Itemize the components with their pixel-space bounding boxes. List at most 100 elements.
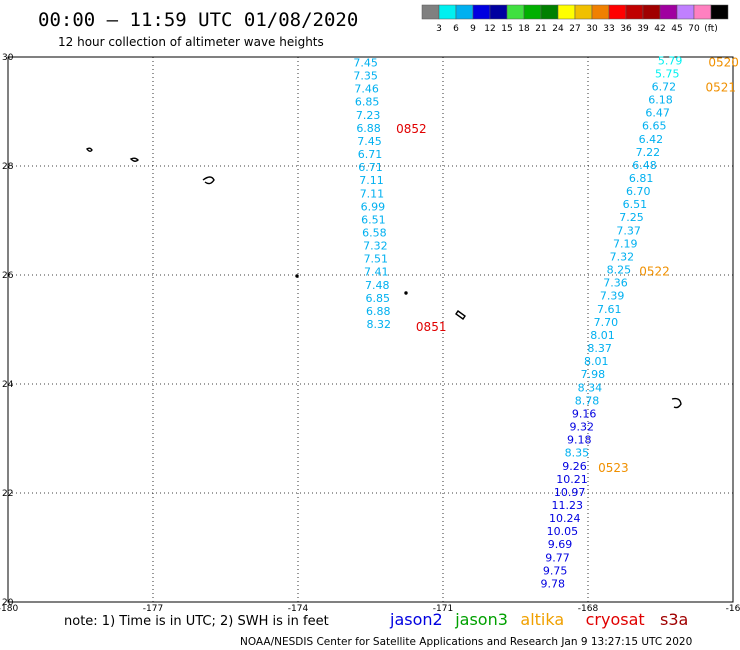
scale-swatch [693, 4, 712, 20]
pass-time-label: 0852 [396, 122, 427, 136]
map-frame [7, 56, 734, 603]
island-shape [202, 176, 215, 185]
wave-height-value: 6.85 [366, 292, 391, 305]
y-tick-label: 20 [2, 598, 14, 608]
wave-height-value: 7.61 [597, 303, 622, 316]
pass-time-label: 0521 [705, 81, 736, 95]
page-subtitle: 12 hour collection of altimeter wave hei… [58, 35, 324, 49]
wave-height-value: 5.75 [655, 67, 680, 80]
wave-height-value: 9.78 [540, 577, 565, 590]
scale-swatch [676, 4, 695, 20]
wave-height-value: 6.51 [361, 213, 386, 226]
y-tick-label: 26 [2, 271, 14, 281]
wave-height-value: 6.81 [629, 172, 654, 185]
wave-height-value: 7.46 [354, 83, 379, 96]
y-tick-label: 28 [2, 162, 14, 172]
pass-time-label: 0520 [708, 55, 739, 69]
x-tick-label: -171 [433, 604, 453, 614]
wave-height-value: 6.18 [648, 94, 673, 107]
footer-note: note: 1) Time is in UTC; 2) SWH is in fe… [64, 614, 329, 629]
island-shape [129, 157, 139, 162]
wave-height-value: 10.24 [549, 512, 581, 525]
wave-height-value: 7.11 [360, 187, 385, 200]
wave-height-value: 10.21 [556, 473, 588, 486]
color-scale: 3 6 9 12 15 18 21 24 27 30 33 36 39 42 45 70 (ft) [421, 4, 729, 34]
scale-swatch [489, 4, 508, 20]
wave-height-value: 8.25 [607, 264, 632, 277]
scale-label: 30 [586, 24, 598, 34]
wave-height-value: 7.23 [356, 109, 381, 122]
scale-label: 39 [637, 24, 649, 34]
scale-label: 70 [688, 24, 700, 34]
wave-height-value: 6.48 [632, 159, 657, 172]
wave-height-value: 7.48 [365, 279, 390, 292]
wave-height-value: 8.01 [590, 329, 615, 342]
scale-swatch [421, 4, 440, 20]
wave-height-value: 7.35 [353, 70, 378, 83]
wave-height-value: 8.34 [578, 381, 603, 394]
wave-height-value: 7.22 [636, 146, 661, 159]
pass-time-label: 0522 [639, 265, 670, 279]
wave-height-value: 6.42 [639, 133, 664, 146]
wave-height-value: 5.79 [658, 54, 683, 67]
wave-height-value: 7.45 [353, 56, 378, 69]
wave-height-value: 6.85 [355, 96, 380, 109]
legend-altika: altika [520, 610, 564, 629]
wave-height-value: 9.77 [545, 551, 570, 564]
wave-height-value: 9.26 [562, 460, 587, 473]
scale-label: 24 [552, 24, 564, 34]
scale-label: 6 [453, 24, 459, 34]
wave-height-value: 7.98 [581, 368, 606, 381]
scale-label: 15 [501, 24, 512, 34]
scale-label: 3 [436, 24, 442, 34]
scale-swatch [642, 4, 661, 20]
y-tick-label: 30 [2, 53, 14, 63]
scale-swatch [574, 4, 593, 20]
wave-height-value: 7.36 [603, 277, 628, 290]
footer-credit: NOAA/NESDIS Center for Satellite Applica… [240, 636, 692, 648]
wave-height-value: 7.25 [619, 211, 644, 224]
scale-swatch [591, 4, 610, 20]
x-tick-label: -180 [0, 604, 18, 614]
scale-swatch [608, 4, 627, 20]
wave-height-value: 8.32 [366, 318, 391, 331]
scale-label: 12 [484, 24, 495, 34]
scale-swatch [625, 4, 644, 20]
scale-label: 42 [654, 24, 665, 34]
y-tick-label: 22 [2, 489, 13, 499]
scale-swatch [557, 4, 576, 20]
wave-height-value: 10.05 [547, 525, 579, 538]
x-tick-label: -177 [143, 604, 163, 614]
wave-height-labels: 7.457.357.466.857.236.887.456.716.717.11… [353, 54, 682, 590]
scale-label: 21 [535, 24, 546, 34]
x-tick-label: -168 [578, 604, 599, 614]
wave-height-value: 7.39 [600, 290, 625, 303]
scale-label: 45 [671, 24, 682, 34]
wave-height-value: 8.78 [575, 394, 600, 407]
pass-time-label: 0523 [598, 461, 629, 475]
island-dot [404, 291, 408, 295]
wave-height-value: 7.37 [616, 224, 641, 237]
wave-height-value: 6.88 [366, 305, 391, 318]
wave-height-value: 7.11 [359, 174, 384, 187]
pass-time-label: 0851 [416, 320, 447, 334]
wave-height-value: 8.01 [584, 355, 609, 368]
wave-height-value: 7.41 [364, 266, 389, 279]
wave-height-value: 9.16 [572, 407, 597, 420]
axis-labels: -180 -177 -174 -171 -168 -16 30 28 26 24 22 20 [0, 53, 740, 614]
wave-height-value: 6.99 [361, 200, 386, 213]
wave-height-value: 6.72 [652, 80, 677, 93]
wave-height-value: 8.35 [565, 447, 590, 460]
wave-height-value: 6.47 [645, 107, 670, 120]
scale-label: 33 [603, 24, 614, 34]
scale-swatch [438, 4, 457, 20]
legend-jason2: jason2 [389, 610, 443, 629]
wave-height-value: 7.32 [363, 240, 388, 253]
wave-height-value: 10.97 [554, 486, 586, 499]
scale-swatch [710, 4, 729, 20]
wave-height-value: 6.65 [642, 120, 667, 133]
wave-height-value: 11.23 [551, 499, 583, 512]
wave-height-value: 7.45 [357, 135, 382, 148]
legend-jason3: jason3 [454, 610, 508, 629]
